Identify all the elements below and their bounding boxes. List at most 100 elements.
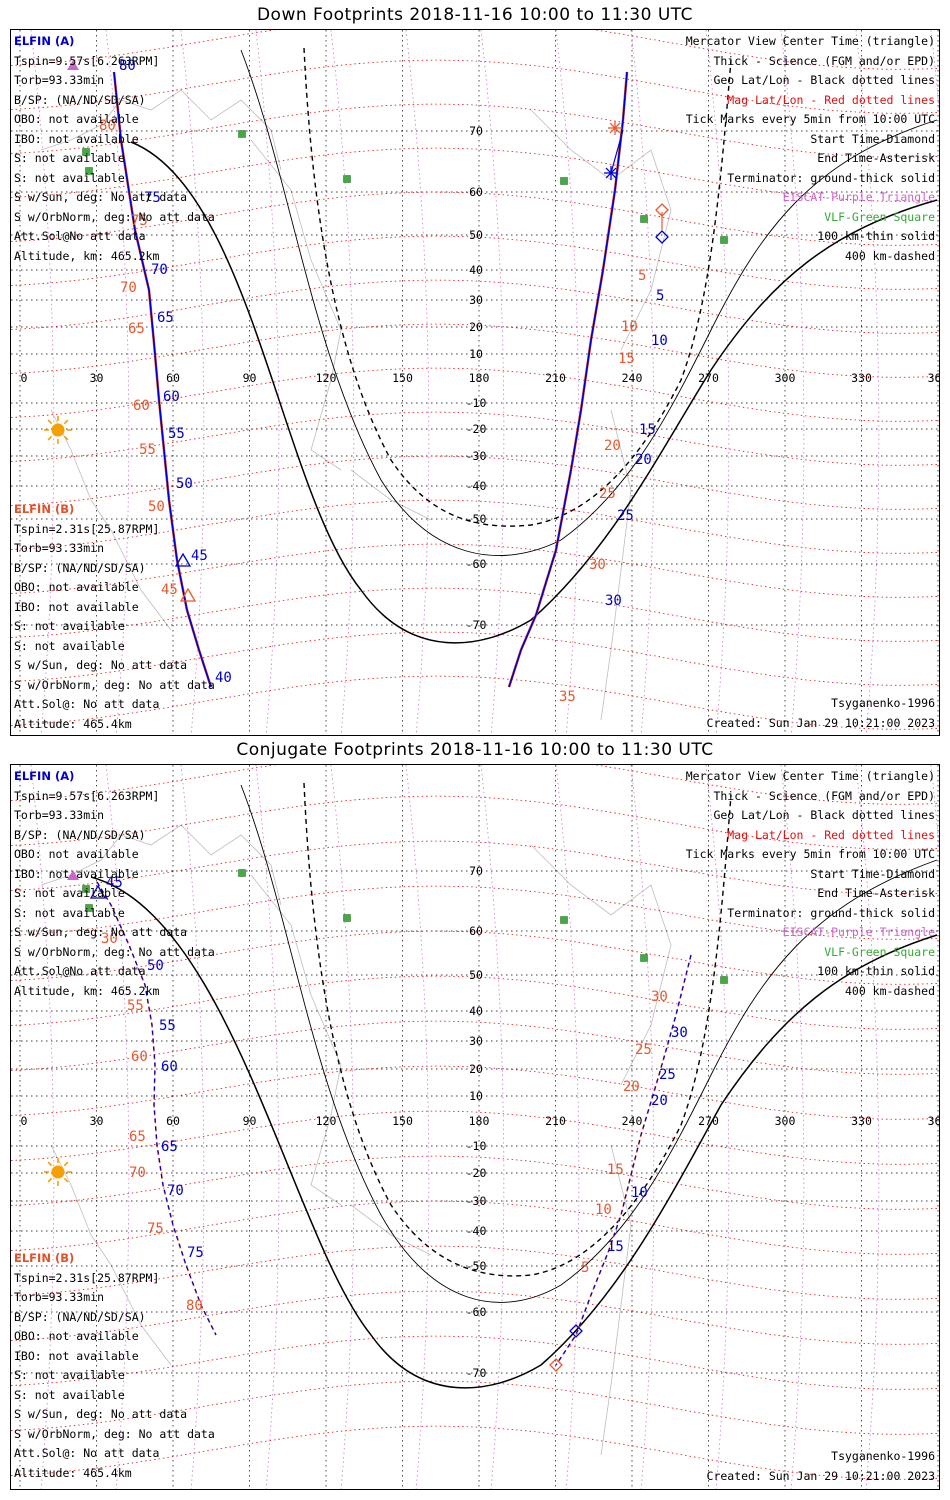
lon-tick-label: 30 <box>90 1114 104 1128</box>
elfin-a-info-line: S w/Sun, deg: No att data <box>14 190 188 204</box>
elfin-b-tick-label: 30 <box>651 989 668 1005</box>
elfin-a-track-east-science <box>508 71 628 688</box>
elfin-b-tick-label: 5 <box>638 268 646 284</box>
elfin-b-track-east <box>555 954 692 1366</box>
elfin-a-info-line: IBO: not available <box>14 131 139 146</box>
lat-tick-label: 20 <box>469 320 483 334</box>
elfin-a-tick-label: 55 <box>168 426 185 442</box>
elfin-b-info-line: S w/OrbNorm, deg: No att data <box>14 677 215 692</box>
lon-tick-label: 360 <box>928 1114 940 1128</box>
elfin-a-info-line: B/SP: (NA/ND/SD/SA) <box>14 827 146 842</box>
lat-tick-label: 20 <box>469 1062 483 1076</box>
elfin-b-tick-label: 15 <box>607 1162 624 1178</box>
elfin-b-info-line: Torb=93.33min <box>14 541 105 555</box>
mag-lat-line <box>11 1425 939 1480</box>
lat-tick-label: 60 <box>469 924 483 938</box>
lat-tick-label: 50 <box>469 228 483 242</box>
center-time-triangle <box>89 884 107 899</box>
coastline <box>350 1204 432 1256</box>
model-label-conjugate: Tsyganenko-1996 <box>831 1449 935 1463</box>
mag-meridians <box>30 765 939 1489</box>
legend-entry: Terminator: ground-thick solid <box>727 905 935 920</box>
elfin-a-tick-label: 45 <box>106 875 123 891</box>
mag-meridians <box>30 30 939 735</box>
elfin-b-tick-label: 65 <box>128 321 145 337</box>
mag-lat-line <box>11 885 939 940</box>
legend-entry: 400 km-dashed <box>844 983 935 998</box>
sun-ray <box>47 1161 53 1167</box>
lat-tick-label: -20 <box>466 1166 487 1180</box>
elfin-a-info-line: S w/Sun, deg: No att data <box>14 925 188 939</box>
legend-entry: End Time-Asterisk <box>817 886 935 900</box>
vlf-station-marker <box>640 215 648 223</box>
elfin-a-tick-label: 65 <box>157 310 174 326</box>
lon-tick-label: 30 <box>90 371 104 385</box>
elfin-b-info-line: IBO: not available <box>14 1348 139 1363</box>
mag-lon-line <box>30 30 55 735</box>
mag-lat-line <box>11 1020 939 1075</box>
elfin-a-tick-label: 20 <box>635 452 652 468</box>
lon-tick-label: 330 <box>851 371 872 385</box>
mag-lat-line <box>11 1335 939 1390</box>
lat-tick-label: 10 <box>469 347 483 361</box>
coastline <box>50 409 172 631</box>
elfin-b-info-line: IBO: not available <box>14 599 139 614</box>
mag-grid <box>11 765 939 1480</box>
elfin-b-info-line: Torb=93.33min <box>14 1290 105 1304</box>
elfin-a-tick-label: 40 <box>215 670 232 686</box>
mag-lon-line <box>180 765 205 1489</box>
mag-lon-line <box>705 765 730 1489</box>
lat-tick-label: 50 <box>469 968 483 982</box>
elfin-b-tick-label: 55 <box>139 442 156 458</box>
mag-lat-line <box>11 840 939 895</box>
lon-tick-label: 120 <box>316 1114 337 1128</box>
elfin-a-tick-label: 5 <box>656 288 664 304</box>
coastlines <box>40 824 672 1456</box>
down-footprints-panel: 0306090120150180210240270300330360706050… <box>10 29 940 736</box>
mag-lon-line <box>30 765 55 1489</box>
elfin-a-info-line: S: not available <box>14 886 125 900</box>
coastline <box>250 874 342 1206</box>
elfin-a-tick-label: 25 <box>617 508 634 524</box>
start-time-diamond <box>569 1324 583 1338</box>
elfin-b-tick-label: 80 <box>186 1298 203 1314</box>
legend-entry: 100 km-thin solid <box>817 964 935 978</box>
elfin-b-tick-label: 30 <box>101 931 118 947</box>
eiscat-marker <box>67 870 79 880</box>
legend-down: Mercator View Center Time (triangle) Thic… <box>686 32 935 266</box>
map-layer: 0306090120150180210240270300330360706050… <box>11 30 939 735</box>
elfin-a-info-line: S: not available <box>14 905 125 920</box>
elfin-a-info-line: S w/OrbNorm, deg: No att data <box>14 944 215 959</box>
lon-tick-label: 0 <box>21 1114 28 1128</box>
created-label-conjugate: Created: Sun Jan 29 10:21:00 2023 <box>706 1469 935 1483</box>
mag-lat-line <box>11 1290 939 1345</box>
elfin-a-tick-label: 10 <box>651 333 668 349</box>
elfin-a-info-conjugate: ELFIN (A) Tspin=9.57s[6.263RPM] Torb=93.33… <box>14 767 215 1001</box>
legend-entry: Start Time-Diamond <box>810 866 935 881</box>
vlf-station-marker <box>85 167 93 175</box>
lat-tick-label: -30 <box>466 1194 487 1208</box>
lon-tick-label: 300 <box>775 371 796 385</box>
legend-entry: Terminator: ground-thick solid <box>727 170 935 185</box>
sun-ray <box>47 419 53 425</box>
elfin-b-tick-label: 70 <box>120 280 137 296</box>
elfin-a-tick-label: 60 <box>163 389 180 405</box>
elfin-a-info-line: Torb=93.33min <box>14 808 105 822</box>
mag-lon-line <box>780 30 805 735</box>
elfin-a-info-line: Att.Sol@No att data <box>14 229 146 243</box>
legend-entry: Geo Lat/Lon - Black dotted lines <box>713 73 935 87</box>
legend-entry: Thick - Science (FGM and/or EPD) <box>713 53 935 68</box>
lat-tick-label: 30 <box>469 1034 483 1048</box>
mag-lat-line <box>11 1200 939 1255</box>
mag-lon-line <box>855 765 880 1489</box>
mag-lat-line <box>11 499 939 554</box>
geo-grid <box>11 30 939 735</box>
mag-lat-line <box>11 411 939 466</box>
elfin-b-tick-label: 10 <box>595 1202 612 1218</box>
legend-entry: VLF-Green Square <box>824 944 935 959</box>
elfin-b-tick-label: 30 <box>589 557 606 573</box>
lat-tick-label: 70 <box>469 124 483 138</box>
elfin-b-info-line: S: not available <box>14 1368 125 1382</box>
elfin-a-track-northeast <box>610 129 624 174</box>
mag-lat-line <box>11 930 939 985</box>
